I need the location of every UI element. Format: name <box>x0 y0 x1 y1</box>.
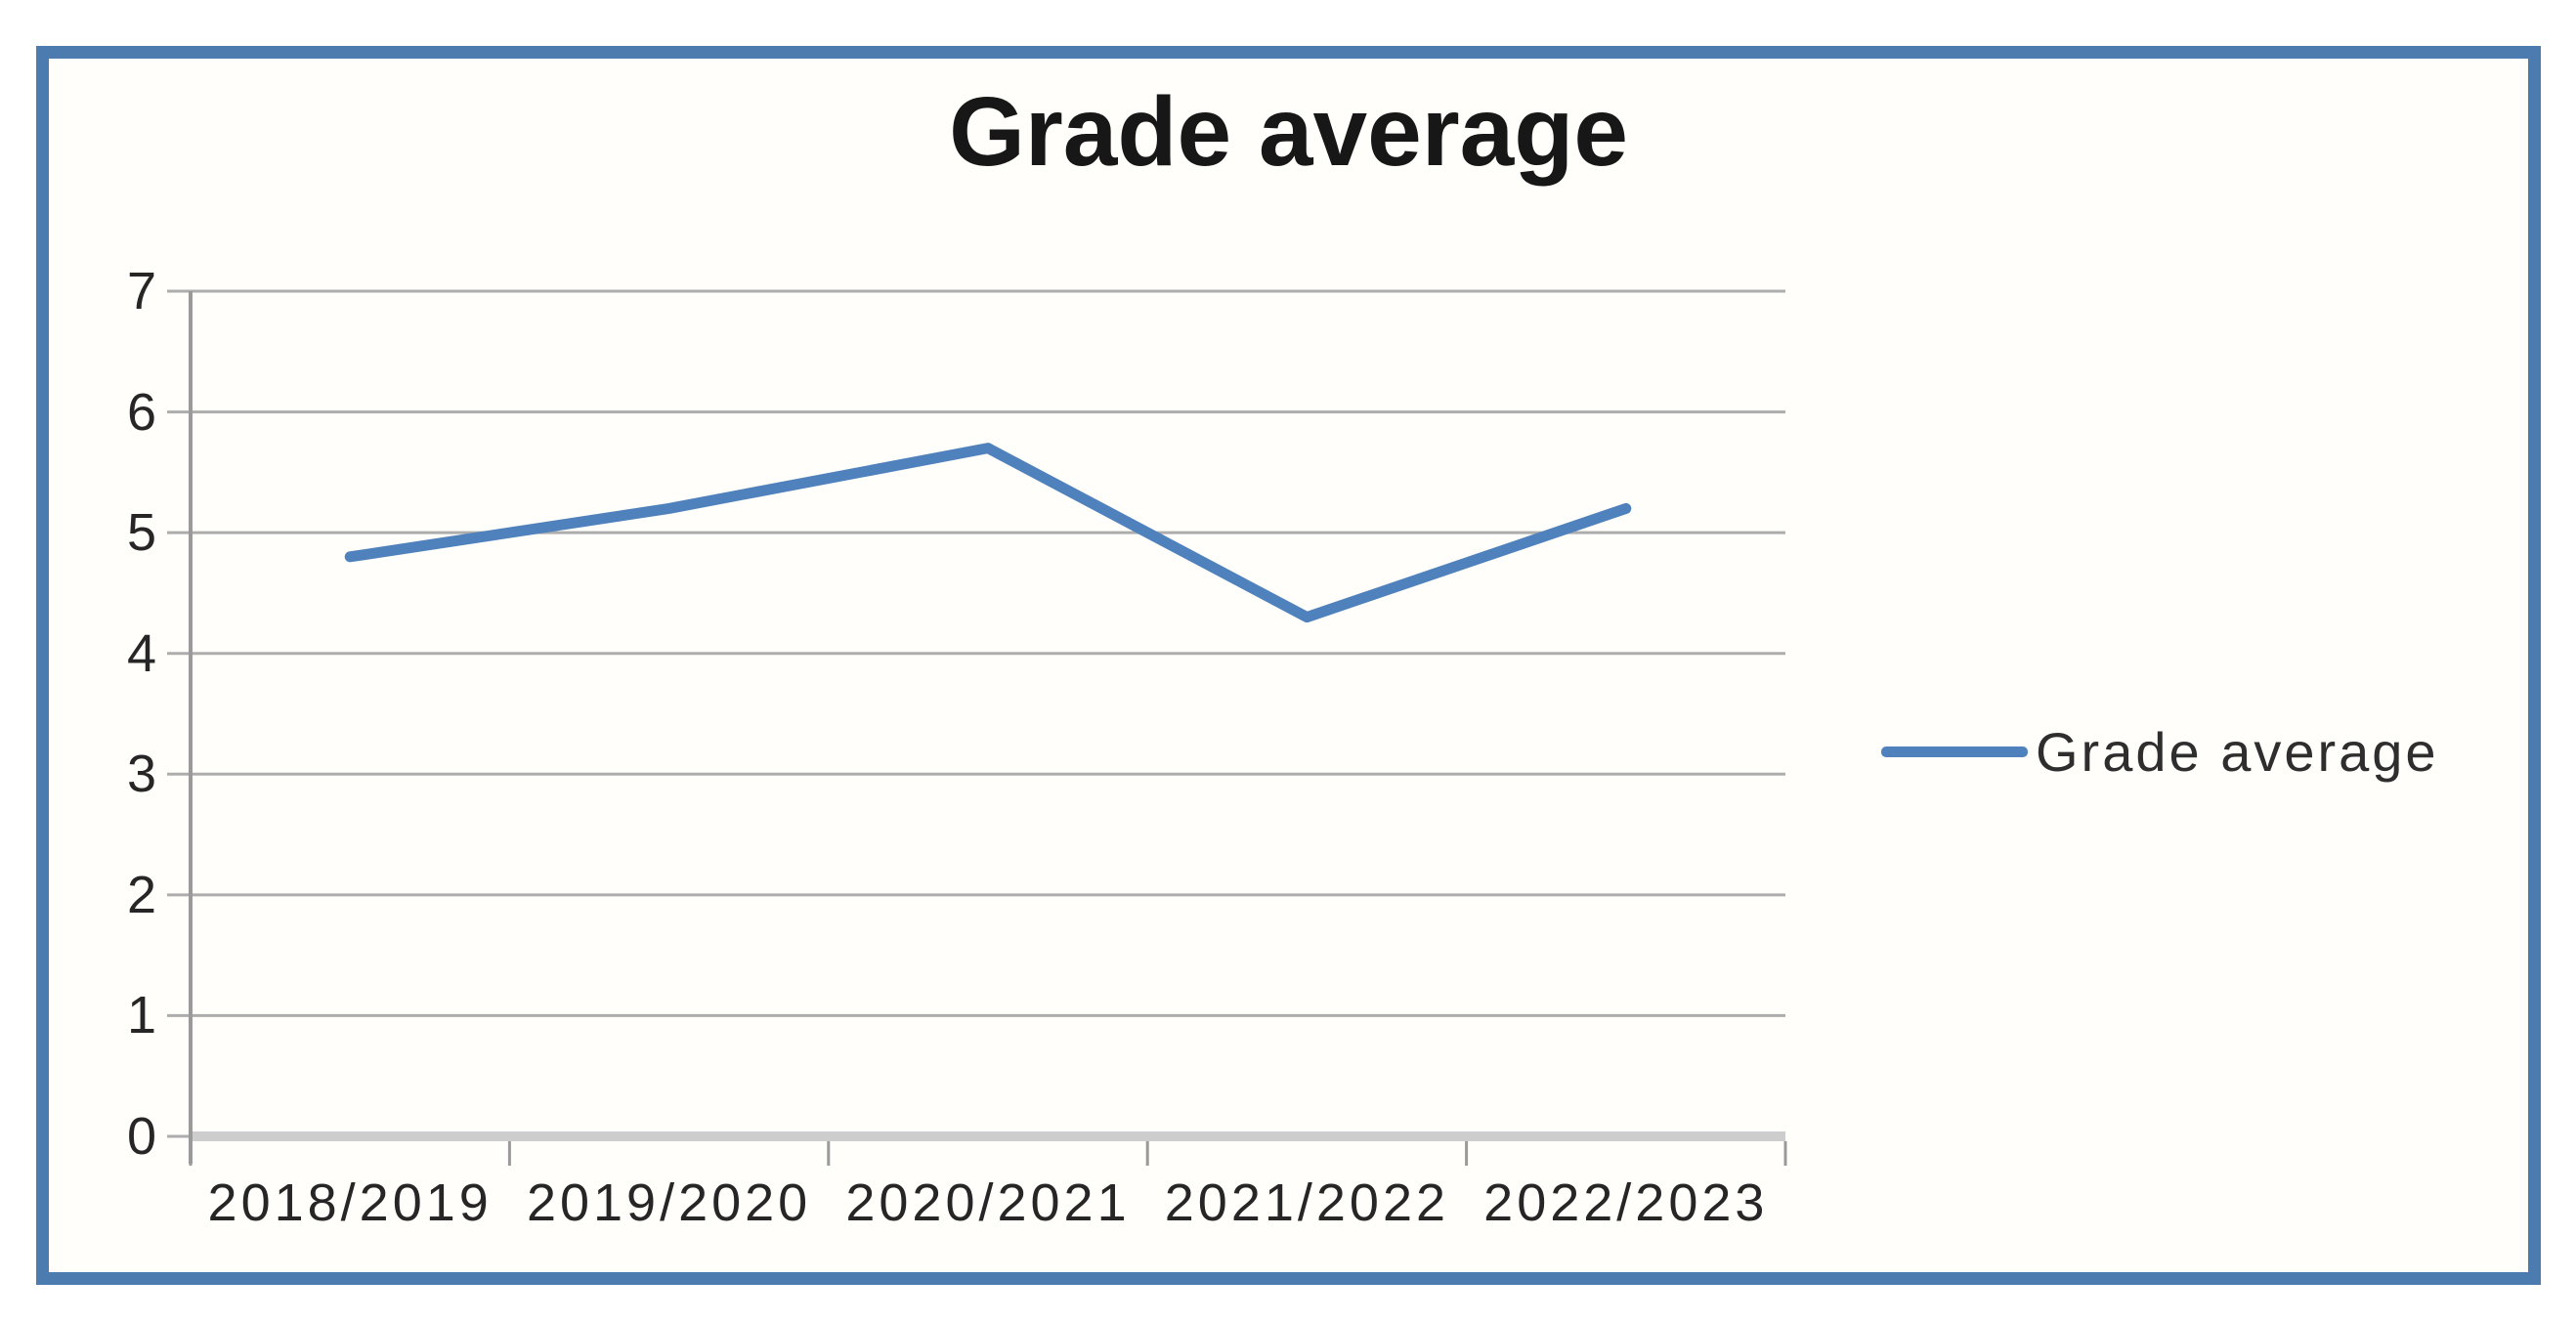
legend-label: Grade average <box>2036 721 2439 783</box>
x-axis-category-label: 2022/2023 <box>1483 1173 1769 1232</box>
x-axis-category-label: 2018/2019 <box>207 1173 493 1232</box>
chart-title: Grade average <box>949 77 1628 187</box>
x-axis-category-label: 2019/2020 <box>526 1173 812 1232</box>
y-axis-tick-label: 6 <box>126 382 156 442</box>
y-axis-tick-label: 0 <box>126 1107 156 1166</box>
x-axis-category-label: 2021/2022 <box>1164 1173 1450 1232</box>
y-axis-tick-label: 1 <box>126 986 156 1045</box>
y-axis-tick-label: 3 <box>126 745 156 804</box>
legend: Grade average <box>1881 720 2439 784</box>
y-axis-tick-label: 4 <box>126 623 156 683</box>
y-axis-tick-label: 2 <box>126 865 156 924</box>
chart-frame <box>36 46 2541 1285</box>
legend-line-sample <box>1881 746 2028 757</box>
y-axis-tick-label: 5 <box>126 503 156 563</box>
y-axis-tick-label: 7 <box>126 262 156 320</box>
x-axis-category-label: 2020/2021 <box>845 1173 1131 1232</box>
